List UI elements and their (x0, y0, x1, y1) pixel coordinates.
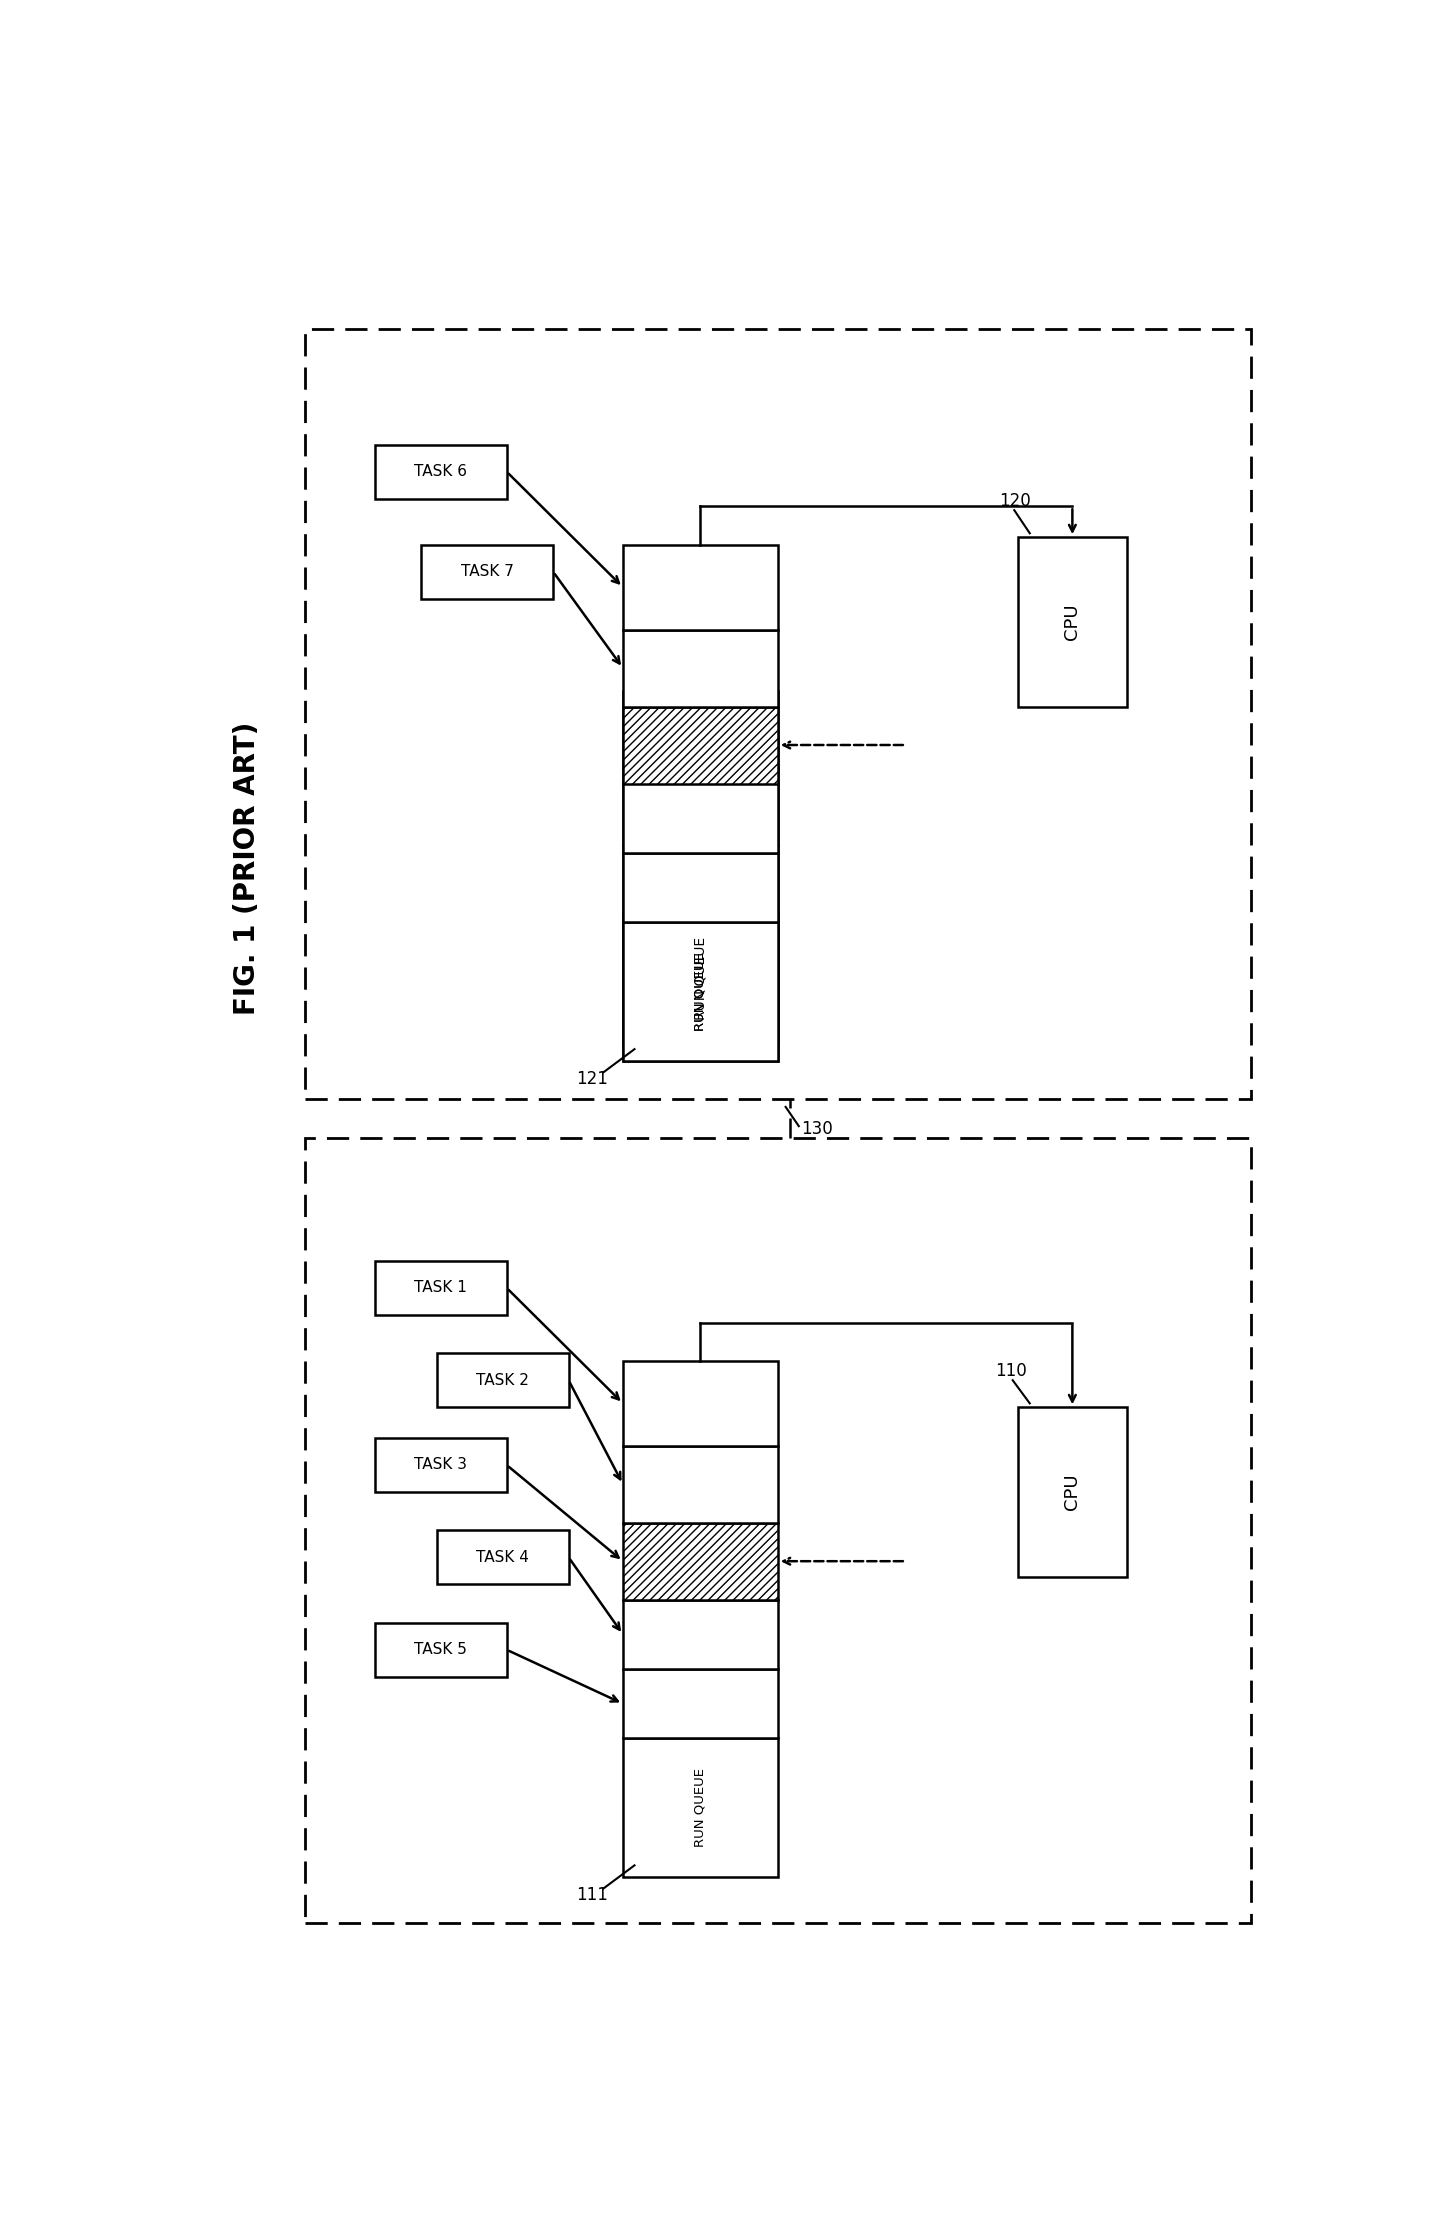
Bar (623, 921, 778, 1061)
Bar (438, 1354, 568, 1407)
Text: TASK 2: TASK 2 (477, 1374, 529, 1387)
Bar (306, 1137, 1250, 1922)
Bar (1019, 1407, 1127, 1577)
Text: TASK 3: TASK 3 (414, 1458, 467, 1472)
Text: RUN QUEUE: RUN QUEUE (694, 937, 707, 1021)
Bar (375, 1260, 507, 1316)
Text: 121: 121 (577, 1070, 609, 1088)
Bar (623, 767, 778, 845)
Bar (623, 912, 778, 1046)
Bar (623, 852, 778, 921)
Bar (375, 1438, 507, 1492)
Bar (623, 783, 778, 852)
Text: TASK 1: TASK 1 (414, 1280, 467, 1296)
Text: 120: 120 (998, 493, 1030, 511)
Text: CPU: CPU (1064, 1474, 1081, 1510)
Text: 130: 130 (801, 1119, 833, 1137)
Text: RUN QUEUE: RUN QUEUE (694, 952, 707, 1030)
Bar (623, 1599, 778, 1668)
Bar (623, 544, 778, 629)
Text: RUN QUEUE: RUN QUEUE (694, 1768, 707, 1846)
Bar (623, 691, 778, 767)
Text: CPU: CPU (1064, 604, 1081, 640)
Text: TASK 6: TASK 6 (414, 464, 467, 479)
Text: RUN QUEUE: RUN QUEUE (694, 952, 707, 1030)
Bar (623, 1668, 778, 1739)
Bar (623, 707, 778, 783)
Bar (306, 330, 1250, 1099)
Bar (623, 845, 778, 921)
Bar (623, 1739, 778, 1878)
Text: TASK 7: TASK 7 (461, 564, 514, 580)
Bar (623, 1523, 778, 1599)
Text: TASK 5: TASK 5 (414, 1641, 467, 1657)
Text: TASK 4: TASK 4 (477, 1550, 529, 1565)
Bar (438, 1530, 568, 1583)
Bar (623, 1445, 778, 1523)
Bar (422, 544, 554, 598)
Text: 111: 111 (577, 1887, 609, 1904)
Text: 110: 110 (995, 1363, 1027, 1380)
Bar (1019, 537, 1127, 707)
Bar (375, 444, 507, 500)
Bar (623, 921, 778, 1061)
Bar (623, 1360, 778, 1445)
Text: FIG. 1 (PRIOR ART): FIG. 1 (PRIOR ART) (233, 723, 261, 1015)
Bar (375, 1623, 507, 1677)
Bar (623, 629, 778, 707)
